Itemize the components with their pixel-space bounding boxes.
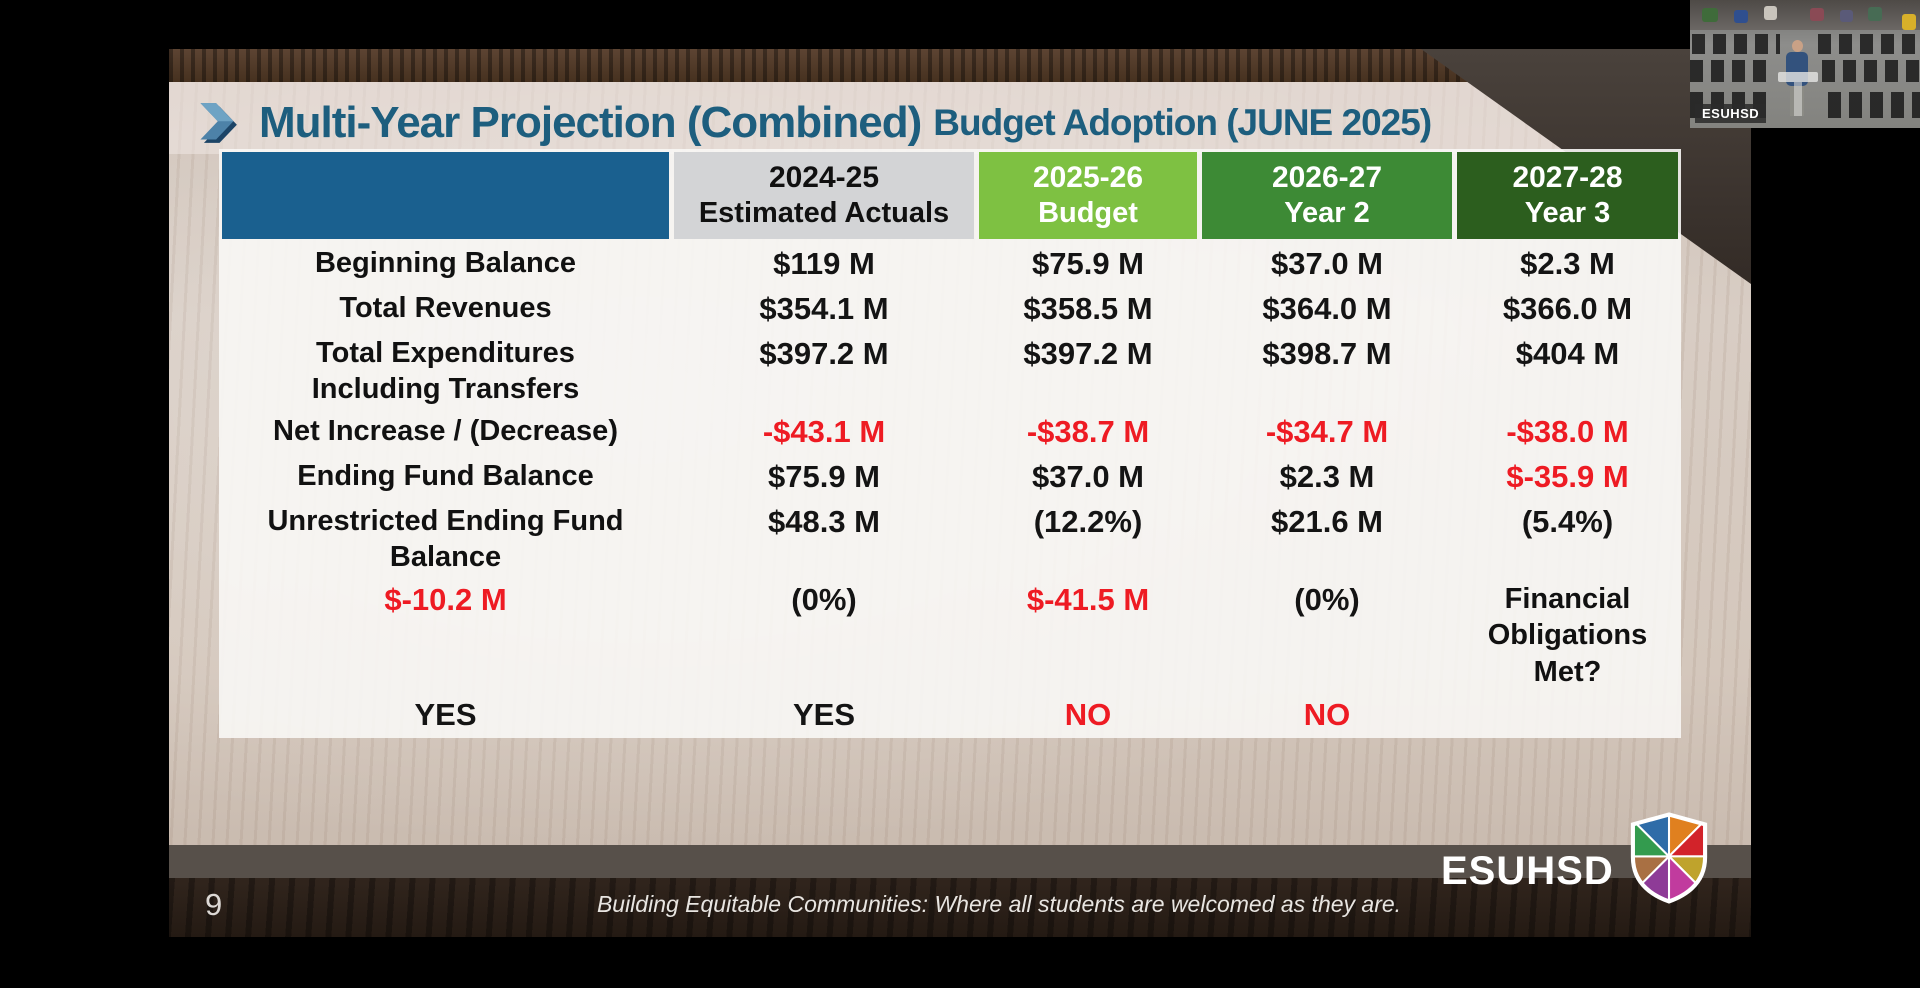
cell-value: YES [792,696,856,732]
webcam-video-feed[interactable]: ESUHSD [1690,0,1920,128]
cell-value: $397.2 M [759,335,889,371]
footer-dark-band [169,878,1751,937]
cell-value: $397.2 M [1023,335,1153,371]
header-year: 2025-26 [1032,161,1144,195]
cell-value: $-10.2 M [384,582,507,617]
multi-year-projection-table: 2024-25 Estimated Actuals 2025-26 Budget… [219,149,1681,738]
row-label: Unrestricted Ending Fund Balance [267,504,624,573]
cell-value: $48.3 M [767,503,880,539]
chair-row [1818,34,1918,54]
header-cell-2025-26: 2025-26 Budget [979,152,1197,239]
header-cell-2026-27: 2026-27 Year 2 [1202,152,1452,239]
row-label: Total Revenues [339,291,552,324]
chevron-bullet-icon [200,103,237,143]
header-sublabel: Budget [1038,197,1138,230]
row-label: Ending Fund Balance [297,459,594,492]
cell-value: NO [1064,696,1112,732]
cell-value: $354.1 M [759,290,889,326]
chair-row [1692,34,1780,54]
cell-value: $75.9 M [1031,246,1144,281]
cell-value: -$34.7 M [1265,414,1389,449]
cell-value: -$38.7 M [1026,414,1150,449]
row-label: Net Increase / (Decrease) [273,415,618,447]
header-year: 2026-27 [1271,161,1383,195]
cell-percentage: (5.4%) [1521,503,1614,539]
header-cell-2027-28: 2027-28 Year 3 [1457,152,1678,239]
chair-row [1822,60,1920,82]
header-sublabel: Estimated Actuals [698,197,950,230]
slide-title-row: Multi-Year Projection (Combined) Budget … [197,91,1737,155]
row-label: Beginning Balance [314,247,577,279]
cell-value: $119 M [773,246,875,281]
slide-title-main: Multi-Year Projection (Combined) [259,98,922,147]
header-year: 2027-28 [1512,161,1623,195]
cell-percentage: (0%) [791,582,857,617]
footer-tagline: Building Equitable Communities: Where al… [596,891,1402,917]
cell-value: $21.6 M [1270,503,1383,539]
cell-value: YES [414,696,477,732]
footer-gray-band [169,845,1751,878]
presentation-slide: Multi-Year Projection (Combined) Budget … [169,49,1751,937]
cell-value: $404 M [1515,335,1620,371]
cell-value: $2.3 M [1520,246,1615,281]
district-shield-logo [1630,812,1707,904]
podium [1794,82,1802,116]
cell-value: -$38.0 M [1506,414,1629,449]
cell-value: $2.3 M [1279,458,1375,494]
district-brand-text: ESUHSD [1441,848,1614,893]
cell-value: $-35.9 M [1506,458,1629,494]
audience-area [1690,0,1920,30]
header-cell-2024-25: 2024-25 Estimated Actuals [674,152,974,239]
row-label: Total Expenditures Including Transfers [311,336,580,405]
chair-row [1690,60,1774,82]
cell-percentage: (0%) [1294,582,1360,617]
webcam-watermark: ESUHSD [1695,104,1767,123]
presenter-figure [1792,40,1803,52]
podium [1778,72,1818,82]
district-brand: ESUHSD [1441,812,1710,904]
cell-value: $366.0 M [1502,290,1633,326]
cell-value: NO [1303,696,1351,732]
cell-value: $398.7 M [1262,335,1392,371]
cell-value: $-41.5 M [1026,582,1150,617]
cell-value: $37.0 M [1031,458,1144,494]
header-year: 2024-25 [768,161,880,195]
chair-row [1828,92,1920,118]
cell-percentage: (12.2%) [1033,503,1143,539]
cell-value: $37.0 M [1270,246,1383,281]
row-label: Financial Obligations Met? [1487,583,1648,688]
cell-value: -$43.1 M [762,414,886,449]
cell-value: $75.9 M [767,458,880,494]
cell-value: $364.0 M [1262,290,1392,326]
page-number: 9 [205,887,223,922]
header-cell-blank [222,152,669,239]
cell-value: $358.5 M [1023,290,1153,326]
slide-title-suffix: Budget Adoption (JUNE 2025) [933,102,1432,143]
header-sublabel: Year 3 [1524,197,1611,230]
header-sublabel: Year 2 [1284,197,1370,230]
